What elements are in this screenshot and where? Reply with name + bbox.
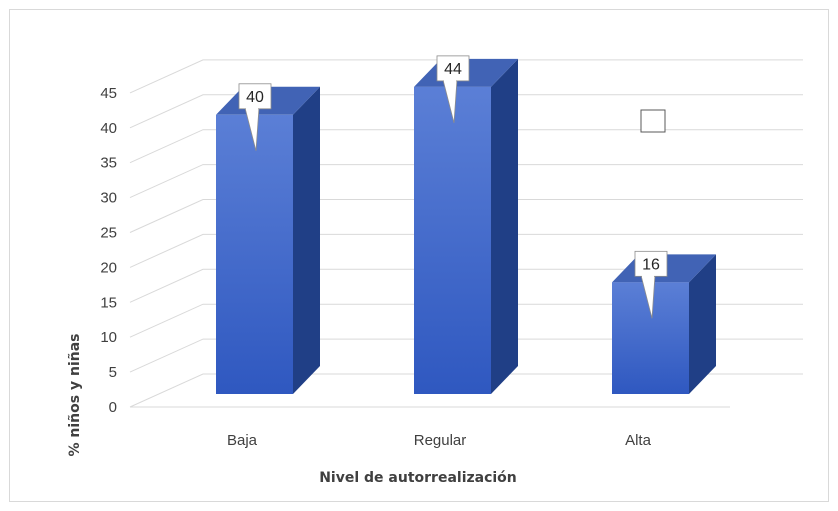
y-tick-label: 25 (100, 225, 117, 242)
bar-front (216, 114, 293, 395)
y-tick-label: 30 (100, 190, 117, 207)
gridline (129, 268, 803, 303)
gridline (129, 129, 803, 164)
bar-side (689, 254, 716, 394)
data-label-joint (642, 274, 654, 278)
x-tick-label: Alta (625, 432, 652, 449)
gridlines (129, 59, 803, 408)
empty-legend-box (640, 109, 666, 133)
data-label: 16 (642, 256, 660, 273)
y-tick-label: 5 (109, 364, 117, 381)
gridline (129, 303, 803, 338)
data-label-box (238, 83, 272, 110)
y-tick-label: 45 (100, 85, 117, 102)
y-tick-label: 10 (100, 329, 117, 346)
bar-side (491, 58, 518, 394)
x-axis-title: Nivel de autorrealización (319, 470, 517, 486)
gridline (129, 373, 803, 408)
x-axis-ticks: Baja Regular Alta (227, 432, 652, 449)
bar-side (293, 86, 320, 395)
y-tick-label: 15 (100, 294, 117, 311)
x-tick-label: Baja (227, 432, 258, 449)
data-label-joint (444, 78, 456, 82)
y-tick-label: 40 (100, 120, 117, 137)
data-label-box (436, 55, 470, 82)
bar-front (414, 86, 491, 394)
gridline (129, 164, 803, 199)
gridline (129, 59, 803, 94)
bar-regular: 44 (414, 55, 518, 394)
bar-baja: 40 (216, 83, 320, 395)
y-axis-title: % niños y niñas (67, 334, 83, 457)
x-tick-label: Regular (414, 432, 467, 449)
data-label: 44 (444, 61, 462, 78)
gridline (129, 199, 803, 233)
gridline (129, 338, 803, 373)
gridline (129, 94, 803, 129)
y-axis-ticks: 0 5 10 15 20 25 30 35 40 45 (100, 85, 117, 416)
data-label-joint (246, 106, 258, 110)
y-tick-label: 0 (109, 399, 117, 416)
y-tick-label: 20 (100, 259, 117, 276)
bar-alta: 16 (612, 250, 716, 394)
data-label: 40 (246, 89, 264, 106)
gridline (129, 233, 803, 268)
bars: 40 44 16 (216, 55, 716, 395)
y-tick-label: 35 (100, 155, 117, 172)
